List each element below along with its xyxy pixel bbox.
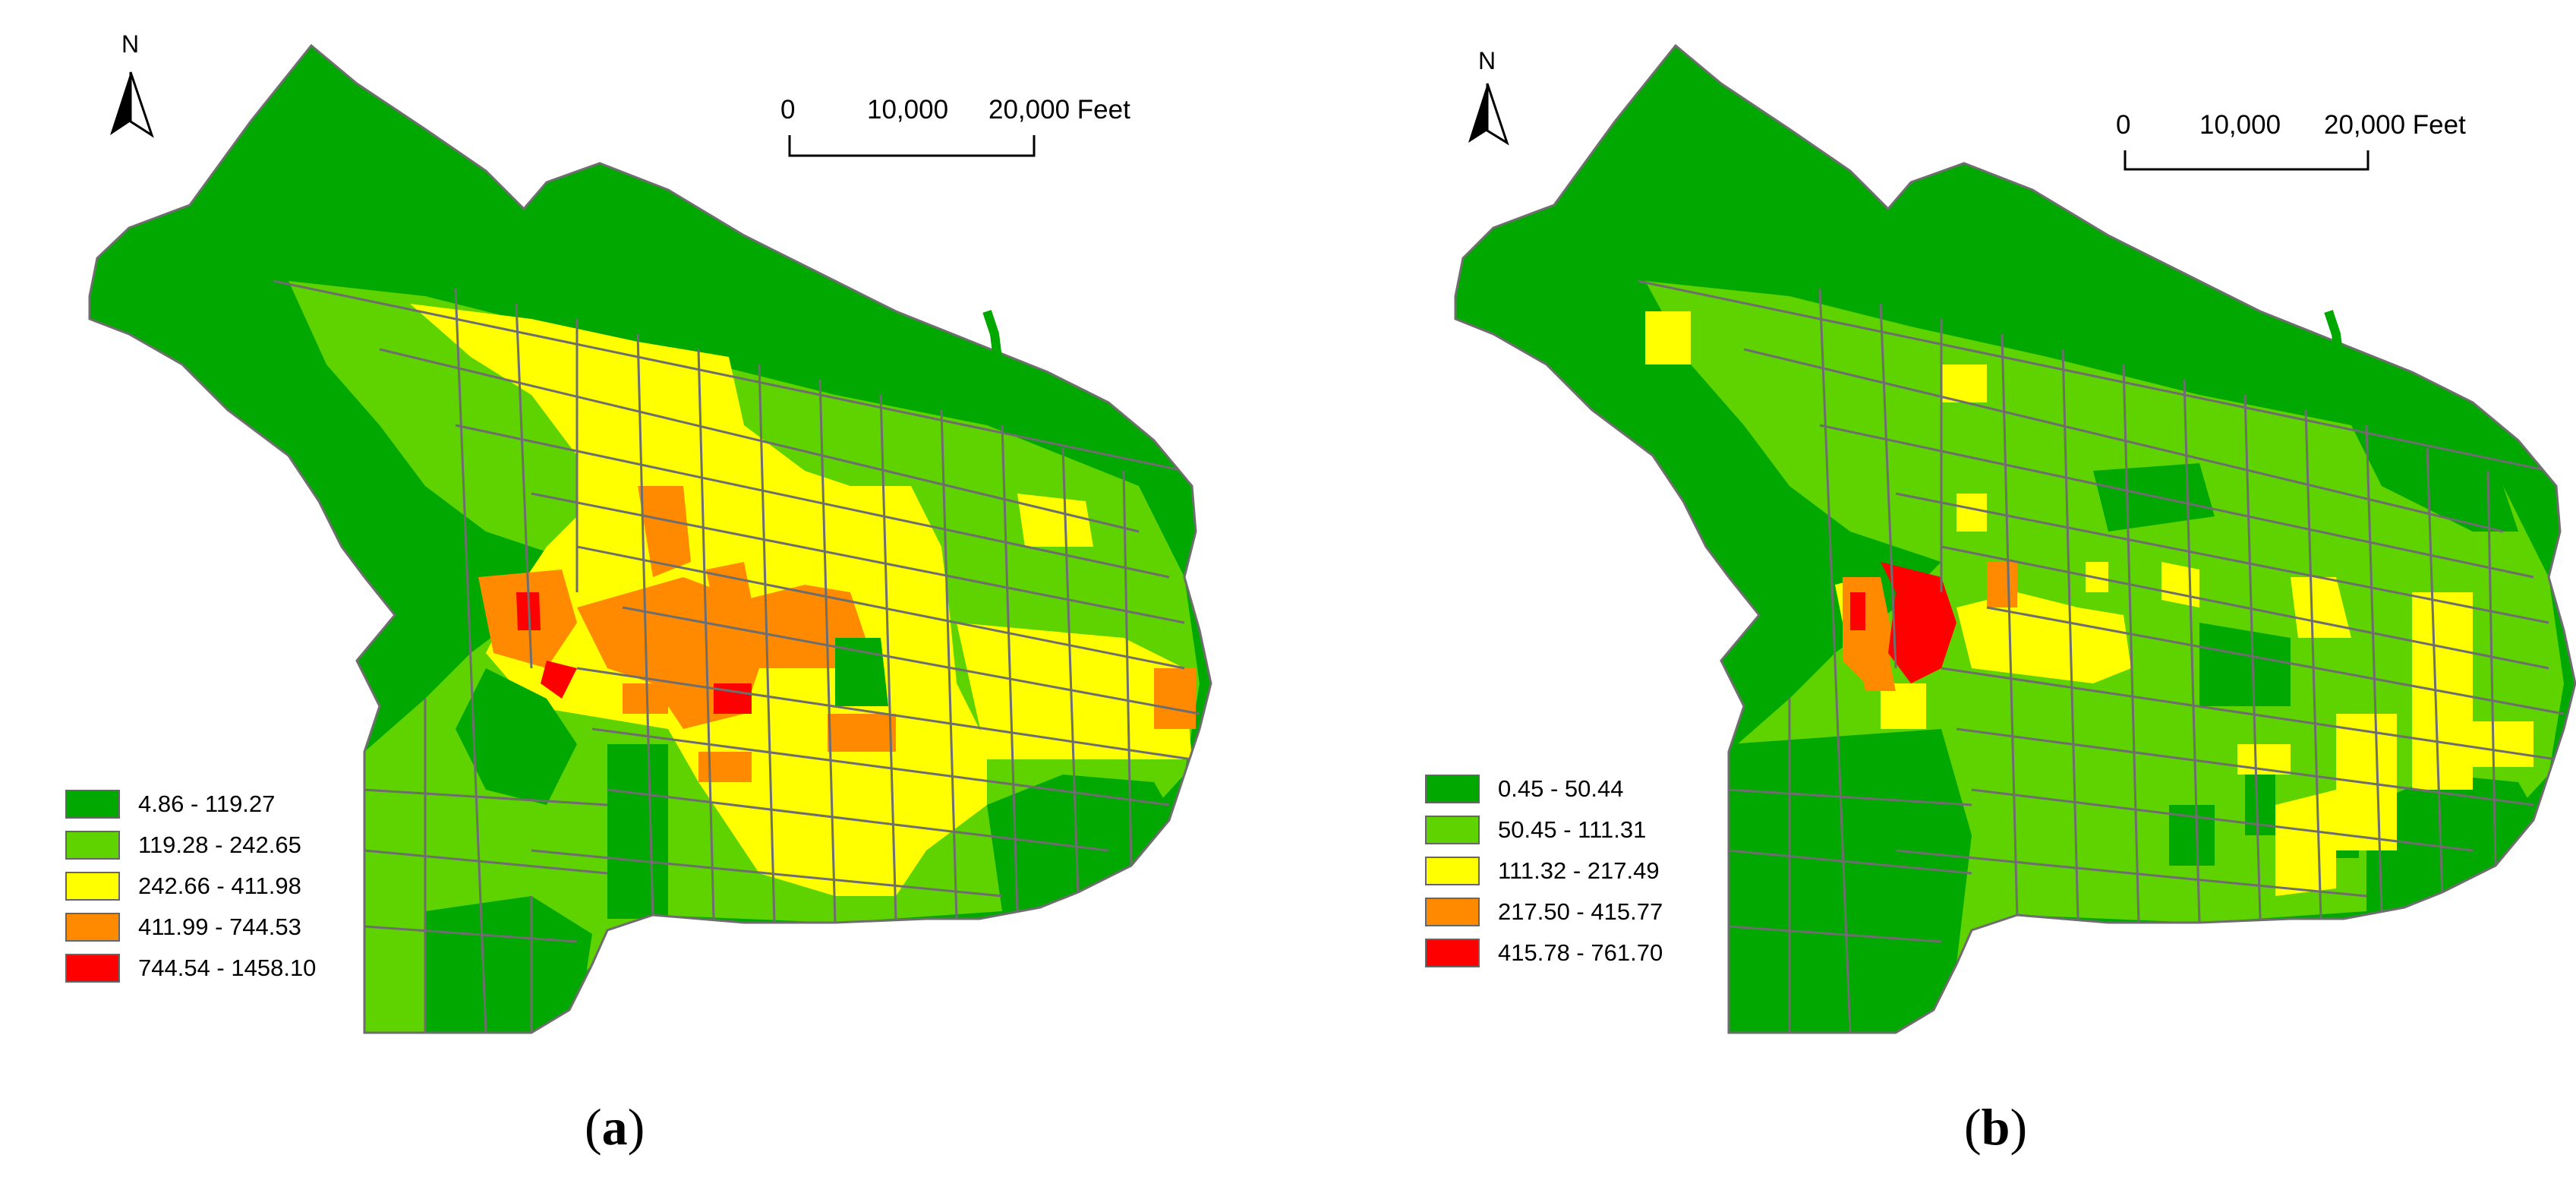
- legend-label: 4.86 - 119.27: [138, 790, 276, 817]
- legend-item: 119.28 - 242.65: [65, 825, 316, 866]
- scale-tick-0-b: 0: [2116, 110, 2131, 140]
- city-boundary-a: [88, 43, 1212, 1034]
- legend-item: 415.78 - 761.70: [1425, 932, 1663, 973]
- choropleth-map-b: [1454, 43, 2576, 1034]
- legend-swatch: [1425, 775, 1480, 803]
- scale-tick-1-a: 10,000: [867, 95, 949, 125]
- scale-bar-b: [2124, 150, 2369, 171]
- legend-b: 0.45 - 50.44 50.45 - 111.31 111.32 - 217…: [1425, 768, 1663, 973]
- legend-swatch: [1425, 939, 1480, 967]
- city-boundary-b: [1454, 43, 2576, 1034]
- river-arm-b: [2324, 310, 2348, 396]
- legend-label: 0.45 - 50.44: [1498, 775, 1624, 802]
- map-panel-a: N 0 10,000 20,000 Feet 4.86 - 119.27 119…: [65, 30, 1212, 1156]
- legend-label: 50.45 - 111.31: [1498, 816, 1647, 843]
- north-label-b: N: [1478, 47, 1496, 74]
- legend-item: 411.99 - 744.53: [65, 907, 316, 948]
- legend-label: 415.78 - 761.70: [1498, 939, 1663, 966]
- scale-tick-1-b: 10,000: [2199, 110, 2281, 140]
- legend-item: 111.32 - 217.49: [1425, 850, 1663, 891]
- scale-tick-2-b: 20,000 Feet: [2324, 110, 2466, 140]
- river-arm-a: [982, 310, 1007, 396]
- legend-swatch: [65, 872, 120, 901]
- legend-swatch: [1425, 898, 1480, 926]
- legend-item: 217.50 - 415.77: [1425, 891, 1663, 932]
- choropleth-map-a: [88, 43, 1212, 1034]
- scale-tick-2-a: 20,000 Feet: [988, 95, 1130, 125]
- legend-swatch: [65, 913, 120, 942]
- legend-label: 111.32 - 217.49: [1498, 857, 1660, 884]
- panel-label-b: (b): [1964, 1098, 2028, 1156]
- scale-bar-a: [788, 135, 1036, 157]
- legend-a: 4.86 - 119.27 119.28 - 242.65 242.66 - 4…: [65, 784, 316, 989]
- legend-swatch: [1425, 857, 1480, 885]
- legend-swatch: [1425, 816, 1480, 844]
- legend-label: 217.50 - 415.77: [1498, 898, 1663, 925]
- legend-swatch: [65, 790, 120, 819]
- legend-item: 50.45 - 111.31: [1425, 809, 1663, 850]
- legend-label: 411.99 - 744.53: [138, 914, 301, 940]
- legend-label: 744.54 - 1458.10: [138, 955, 317, 981]
- legend-item: 744.54 - 1458.10: [65, 948, 316, 989]
- map-panel-b: N 0 10,000 20,000 Feet 0.45 - 50.44 50.4…: [1288, 0, 2576, 1177]
- map-regions-a: [90, 46, 1211, 1033]
- legend-item: 0.45 - 50.44: [1425, 768, 1663, 809]
- north-label-a: N: [121, 30, 140, 58]
- legend-swatch: [65, 954, 120, 983]
- panel-label-a: (a): [585, 1098, 645, 1156]
- legend-swatch: [65, 831, 120, 860]
- scale-tick-0-a: 0: [780, 95, 796, 125]
- legend-label: 242.66 - 411.98: [138, 872, 301, 899]
- map-regions-b: [1455, 46, 2575, 1033]
- legend-item: 242.66 - 411.98: [65, 866, 316, 907]
- north-arrow-icon-a: [110, 71, 154, 138]
- north-arrow-icon-b: [1468, 83, 1509, 146]
- legend-item: 4.86 - 119.27: [65, 784, 316, 825]
- legend-label: 119.28 - 242.65: [138, 831, 301, 858]
